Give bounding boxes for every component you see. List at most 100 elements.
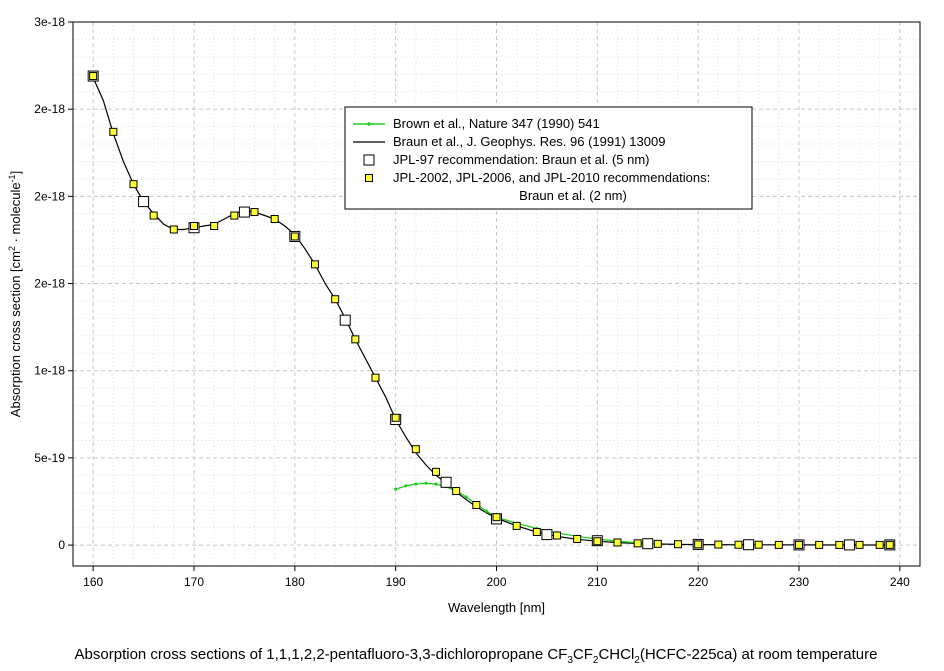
series-jpl2010-point: [169, 225, 178, 234]
y-axis-label-part: -1: [7, 174, 17, 182]
legend-label-braun: Braun et al., J. Geophys. Res. 96 (1991)…: [393, 134, 665, 149]
series-brown-point: [464, 495, 468, 499]
series-brown-point: [434, 482, 438, 486]
series-jpl2010-point: [250, 208, 259, 217]
series-brown-line: [395, 482, 658, 545]
legend-label-brown: Brown et al., Nature 347 (1990) 541: [393, 116, 600, 131]
y-tick-label: 5e-19: [34, 451, 65, 465]
caption-part: Absorption cross sections of 1,1,1,2,2-p…: [75, 646, 568, 663]
series-jpl2010-point: [573, 534, 582, 543]
y-tick-label: 2e-18: [34, 102, 65, 116]
series-jpl2010-point: [815, 540, 824, 549]
series-jpl2010-point: [835, 540, 844, 549]
series-jpl97-point: [440, 476, 452, 488]
series-jpl2010-point: [492, 513, 501, 522]
x-tick-label: 190: [386, 575, 406, 589]
y-tick-label: 3e-18: [34, 15, 65, 29]
x-tick-label: 160: [83, 575, 103, 589]
caption-part: 2: [634, 655, 640, 666]
legend-marker-jpl97: [363, 154, 375, 166]
x-axis: 160 170 180 190 200 210 220 230 240: [83, 566, 910, 589]
legend-box: [344, 106, 753, 210]
legend: Brown et al., Nature 347 (1990) 541 Braun…: [344, 106, 753, 210]
series-jpl2010-point: [411, 445, 420, 454]
series-jpl2010-point: [885, 540, 894, 549]
series-jpl97-point: [541, 529, 553, 541]
legend-label-jpl2010-line2: Braun et al. (2 nm): [519, 188, 627, 203]
series-jpl2010-point: [855, 540, 864, 549]
y-tick-label: 0: [58, 538, 65, 552]
x-tick-label: 210: [587, 575, 607, 589]
series-jpl2010-point: [190, 222, 198, 230]
series-jpl97-point: [743, 539, 755, 551]
caption-part: CF: [573, 646, 593, 663]
legend-label-jpl2010-line1: JPL-2002, JPL-2006, and JPL-2010 recomme…: [393, 170, 710, 185]
legend-marker-jpl2010: [365, 174, 373, 182]
series-brown-point: [414, 482, 418, 486]
series-jpl2010-point: [774, 540, 783, 549]
series-jpl2010-point: [532, 528, 541, 536]
x-tick-label: 220: [688, 575, 708, 589]
series-jpl2010-point: [674, 540, 682, 549]
series-jpl2010-point: [210, 222, 219, 230]
chart-caption: Absorption cross sections of 1,1,1,2,2-p…: [75, 646, 878, 666]
series-jpl2010-point: [553, 531, 561, 540]
x-tick-label: 240: [890, 575, 910, 589]
series-brown-point: [394, 487, 398, 491]
series-jpl2010-point: [653, 539, 662, 548]
y-tick-label: 2e-18: [34, 277, 65, 291]
series-jpl2010-point: [633, 539, 642, 548]
series-jpl2010-point: [795, 540, 803, 549]
series-jpl97-point: [642, 538, 654, 550]
x-tick-label: 170: [184, 575, 204, 589]
caption-part: 3: [567, 655, 573, 666]
series-jpl2010-point: [452, 487, 461, 496]
series-jpl2010-point: [311, 260, 319, 269]
series-jpl2010-point: [109, 127, 118, 136]
series-jpl97-point: [339, 314, 351, 326]
series-jpl2010-point: [371, 373, 380, 382]
series-jpl2010-point: [593, 537, 602, 546]
x-tick-label: 200: [486, 575, 506, 589]
series-jpl2010-point: [472, 500, 481, 509]
y-axis-label-part: Absorption cross section [cm: [8, 251, 23, 417]
series-jpl2010-point: [89, 72, 98, 81]
series-jpl2010-point: [694, 540, 703, 549]
x-tick-label: 180: [285, 575, 305, 589]
series-jpl2010-point: [290, 232, 299, 241]
series-brown-point: [424, 481, 428, 485]
series-jpl2010-point: [351, 335, 360, 344]
y-tick-label: 1e-18: [34, 364, 65, 378]
series-jpl2010-point: [270, 215, 279, 224]
series-jpl97-point: [138, 196, 150, 208]
series-jpl2010-point: [230, 211, 239, 220]
series-jpl2010-point: [331, 295, 340, 304]
caption-part: (HCFC-225ca) at room temperature: [640, 646, 878, 663]
caption-part: CHCl: [598, 646, 634, 663]
series-layer: [87, 70, 896, 551]
series-jpl2010-point: [754, 540, 763, 549]
series-jpl97-point: [843, 539, 855, 551]
series-jpl2010-point: [714, 540, 723, 549]
series-jpl2010-point: [129, 180, 138, 189]
legend-marker-brown-dot: [367, 122, 371, 126]
legend-label-jpl97: JPL-97 recommendation: Braun et al. (5 n…: [393, 152, 650, 167]
y-axis: 0 5e-19 1e-18 2e-18 2e-18 2e-18 3e-18: [34, 15, 73, 552]
series-jpl2010-point: [149, 211, 158, 220]
series-jpl97-point: [238, 206, 250, 218]
series-brown-point: [404, 484, 408, 488]
y-axis-label: Absorption cross section [cm2 · molecule…: [7, 171, 23, 417]
y-axis-label-part: 2: [7, 246, 17, 251]
y-axis-label-part: ]: [8, 171, 23, 175]
x-axis-label: Wavelength [nm]: [448, 600, 545, 615]
series-jpl2010-point: [613, 538, 622, 547]
series-brown-point: [484, 509, 489, 513]
y-axis-label-part: · molecule: [8, 182, 23, 246]
series-jpl2010-point: [391, 413, 400, 422]
series-jpl2010-point: [512, 521, 521, 530]
y-tick-label: 2e-18: [34, 189, 65, 203]
series-jpl2010-point: [875, 540, 884, 549]
series-jpl2010-point: [432, 467, 440, 476]
grid: [73, 21, 920, 566]
